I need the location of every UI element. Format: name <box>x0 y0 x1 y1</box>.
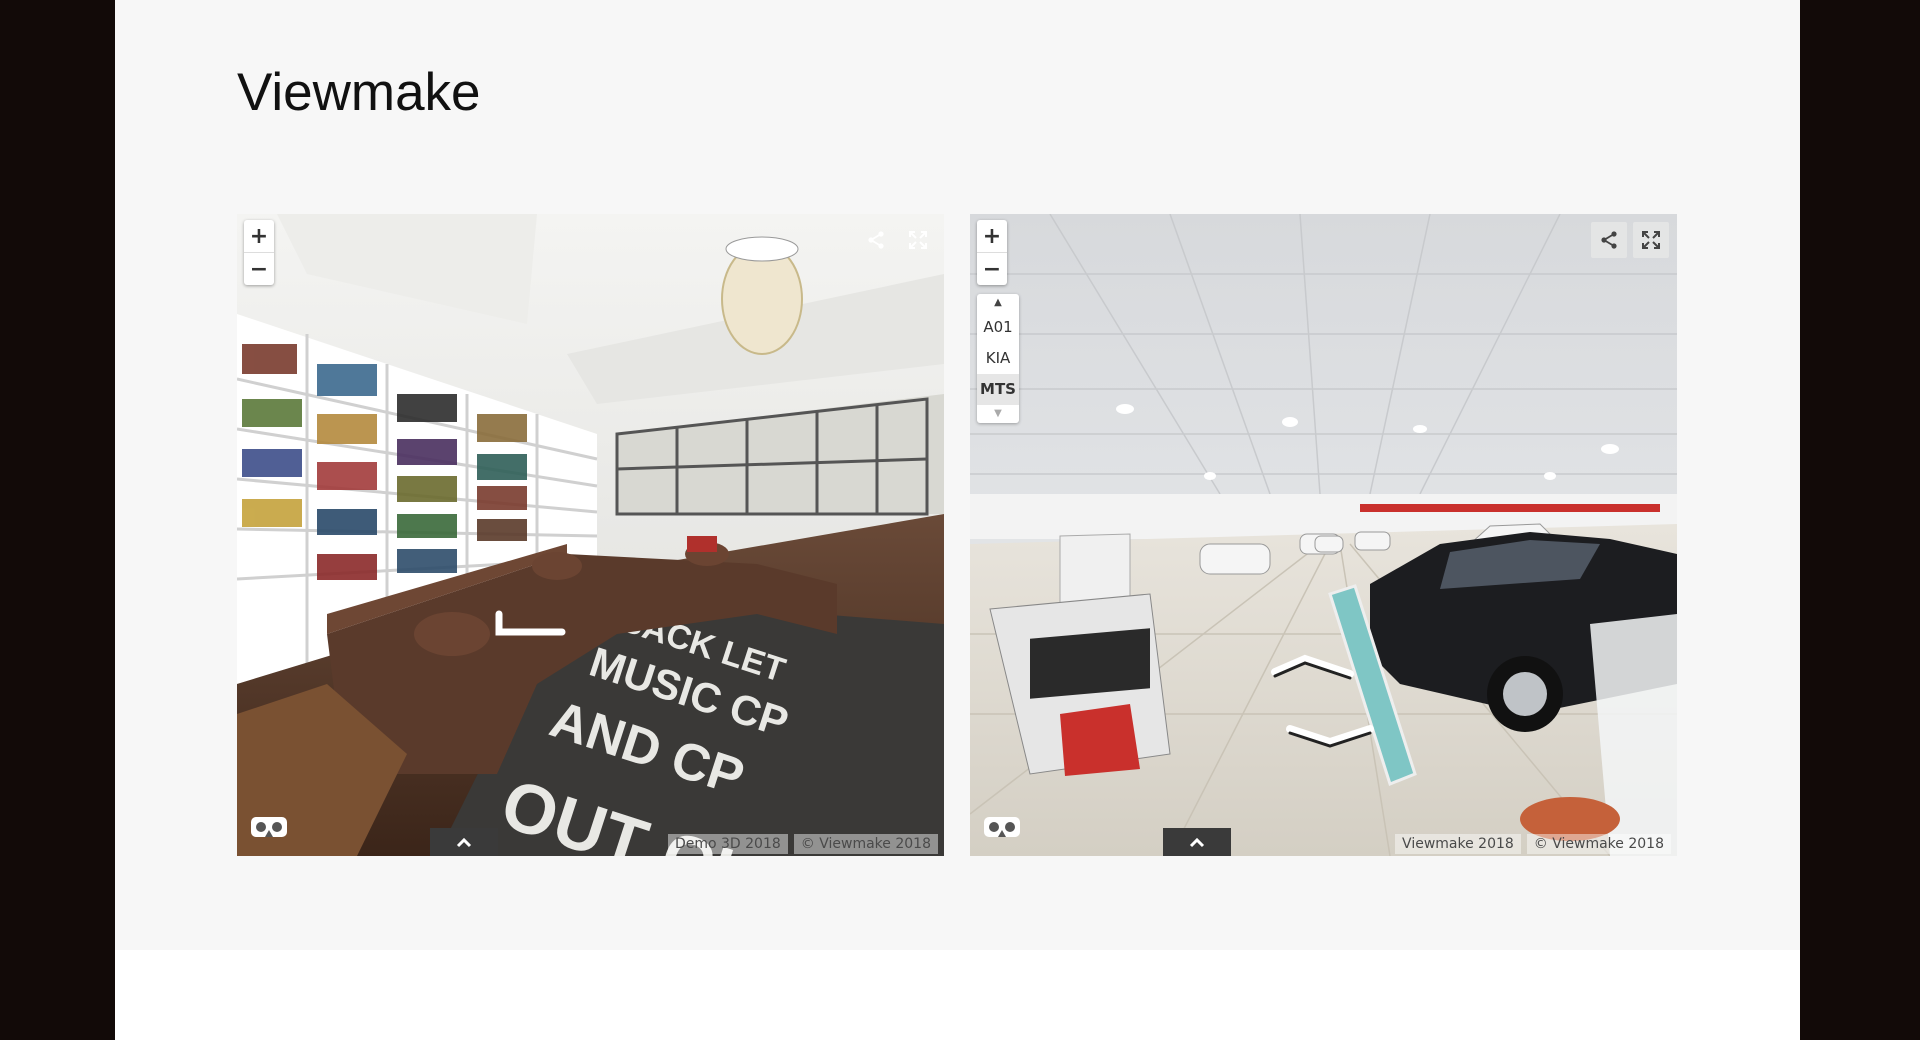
fullscreen-icon <box>909 231 927 249</box>
zoom-in-button[interactable]: + <box>982 223 1002 249</box>
share-icon <box>1601 231 1617 249</box>
viewer-tools <box>858 222 936 258</box>
credits: Demo 3D 2018 © Viewmake 2018 <box>667 834 938 854</box>
chevron-up-icon <box>1189 837 1205 848</box>
vr-headset-icon <box>984 817 1020 837</box>
panorama-viewer-library[interactable]: JUST BACK LET MUSIC CP AND CP OUT CH + − <box>237 214 944 856</box>
scene-list: ▲ A01 KIA MTS ▼ <box>977 294 1019 423</box>
scene-scroll-up-button[interactable]: ▲ <box>994 297 1002 308</box>
copyright-label[interactable]: © Viewmake 2018 <box>793 834 938 854</box>
vr-mode-button[interactable] <box>982 812 1022 842</box>
toggle-panel-button[interactable] <box>430 828 498 856</box>
viewer-tools <box>1591 222 1669 258</box>
zoom-out-button[interactable]: − <box>244 252 274 285</box>
panorama-image-showroom[interactable] <box>970 214 1677 856</box>
toggle-panel-button[interactable] <box>1163 828 1231 856</box>
fullscreen-icon <box>1642 231 1660 249</box>
page-title: Viewmake <box>237 63 481 122</box>
panorama-viewer-showroom[interactable]: + − ▲ A01 KIA MTS ▼ <box>970 214 1677 856</box>
share-button[interactable] <box>1591 222 1627 258</box>
vr-mode-button[interactable] <box>249 812 289 842</box>
credits: Viewmake 2018 © Viewmake 2018 <box>1395 834 1671 854</box>
scene-item-mts[interactable]: MTS <box>977 374 1019 405</box>
chevron-up-icon <box>456 837 472 848</box>
copyright-label[interactable]: © Viewmake 2018 <box>1526 834 1671 854</box>
share-button[interactable] <box>858 222 894 258</box>
fullscreen-button[interactable] <box>900 222 936 258</box>
scene-item-a01[interactable]: A01 <box>983 318 1013 336</box>
zoom-out-button[interactable]: − <box>977 252 1007 285</box>
zoom-controls: + − <box>977 220 1007 285</box>
share-icon <box>868 231 884 249</box>
page: Viewmake <box>115 0 1800 1040</box>
credit-label[interactable]: Viewmake 2018 <box>1395 834 1521 854</box>
scene-item-kia[interactable]: KIA <box>985 349 1011 367</box>
credit-label[interactable]: Demo 3D 2018 <box>667 834 788 854</box>
scene-scroll-down-button[interactable]: ▼ <box>994 408 1002 419</box>
zoom-in-button[interactable]: + <box>249 223 269 249</box>
vr-headset-icon <box>251 817 287 837</box>
zoom-controls: + − <box>244 220 274 285</box>
fullscreen-button[interactable] <box>1633 222 1669 258</box>
panorama-image-library[interactable]: JUST BACK LET MUSIC CP AND CP OUT CH <box>237 214 944 856</box>
